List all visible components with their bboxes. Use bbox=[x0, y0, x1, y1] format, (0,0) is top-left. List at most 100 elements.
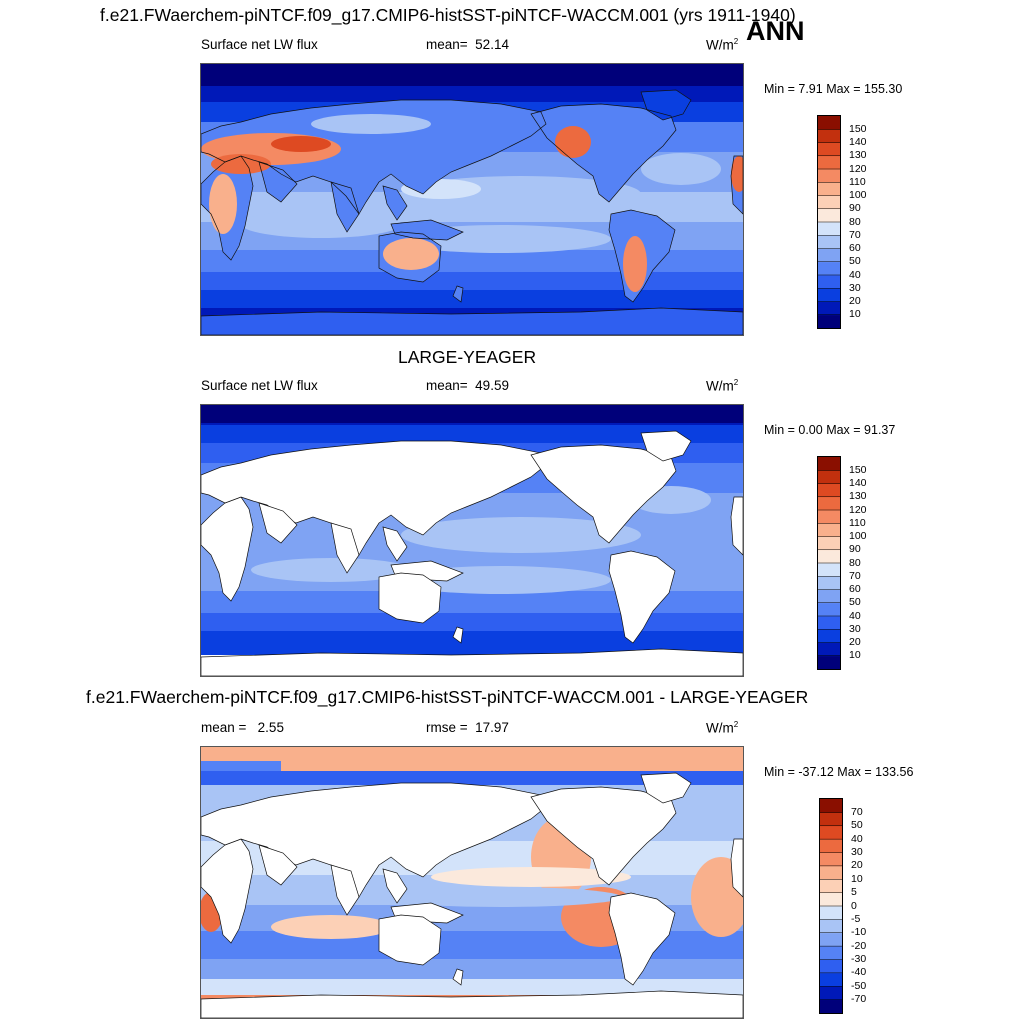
colorbar-swatch bbox=[818, 155, 840, 170]
colorbar-tick-label: 40 bbox=[851, 832, 863, 845]
panel3-map bbox=[200, 746, 744, 1019]
colorbar-swatch bbox=[818, 655, 840, 670]
land-india bbox=[330, 181, 360, 233]
colorbar-tick-label: -40 bbox=[851, 966, 867, 979]
colorbar-swatch bbox=[820, 799, 842, 813]
land-australia bbox=[378, 572, 442, 624]
contour-region bbox=[241, 210, 401, 238]
panel1-map bbox=[200, 63, 744, 336]
colorbar-tick-label: 140 bbox=[849, 477, 867, 489]
colorbar-tick-label: -20 bbox=[851, 939, 867, 952]
arctic-cold-patch bbox=[201, 761, 281, 771]
latitude-band bbox=[201, 747, 743, 771]
colorbar-swatch bbox=[818, 301, 840, 316]
colorbar-swatch bbox=[818, 195, 840, 210]
panel2-colorbar bbox=[817, 456, 841, 670]
colorbar-tick-label: 30 bbox=[849, 281, 861, 294]
colorbar-tick-label: 70 bbox=[851, 805, 863, 818]
land-india bbox=[331, 182, 359, 232]
land-northAm bbox=[530, 444, 677, 544]
panel1-mean: mean= 52.14 bbox=[426, 37, 509, 52]
contour-region bbox=[623, 236, 647, 292]
colorbar-tick-label: 10 bbox=[849, 649, 861, 662]
colorbar-swatch bbox=[818, 288, 840, 302]
latitude-band bbox=[201, 425, 743, 443]
contour-region bbox=[251, 558, 411, 582]
antarctica-fill bbox=[201, 308, 743, 335]
colorbar-tick-label: 70 bbox=[849, 228, 861, 241]
colorbar-swatch bbox=[818, 142, 840, 157]
colorbar-swatch bbox=[820, 999, 842, 1014]
colorbar-swatch bbox=[820, 946, 842, 960]
land-eurasia bbox=[201, 100, 546, 214]
contour-region bbox=[555, 126, 591, 158]
land-southAm bbox=[608, 209, 676, 303]
land-australia bbox=[378, 914, 442, 966]
mid-plot-title: LARGE-YEAGER bbox=[398, 347, 537, 367]
contour-region bbox=[401, 517, 641, 553]
colorbar-tick-label: 10 bbox=[849, 308, 861, 321]
panel3-units: W/m2 bbox=[706, 720, 739, 736]
colorbar-swatch bbox=[820, 812, 842, 827]
colorbar-swatch bbox=[818, 248, 840, 263]
contour-region bbox=[211, 154, 271, 174]
contour-region bbox=[209, 174, 237, 234]
colorbar-swatch bbox=[820, 972, 842, 987]
panel2-minmax: Min = 0.00 Max = 91.37 bbox=[764, 423, 896, 437]
land-antarctica bbox=[201, 990, 743, 1018]
land-greenland bbox=[640, 430, 692, 462]
colorbar-swatch bbox=[818, 576, 840, 590]
land-arabia bbox=[259, 162, 297, 202]
colorbar-tick-label: 20 bbox=[849, 295, 861, 307]
panel3-mean: mean = 2.55 bbox=[201, 720, 284, 735]
land-southAm bbox=[608, 550, 676, 644]
contour-region bbox=[641, 153, 721, 185]
land-northAm bbox=[530, 786, 677, 886]
panel2-mean: mean= 49.59 bbox=[426, 378, 509, 393]
colorbar-swatch bbox=[818, 642, 840, 657]
colorbar-tick-label: 130 bbox=[849, 490, 867, 503]
arctic-band bbox=[201, 405, 743, 423]
colorbar-tick-label: -5 bbox=[851, 912, 861, 925]
colorbar-tick-label: 110 bbox=[849, 175, 866, 188]
colorbar-swatch bbox=[818, 549, 840, 564]
colorbar-swatch bbox=[820, 892, 842, 907]
contour-region bbox=[691, 857, 743, 937]
colorbar-swatch bbox=[818, 483, 840, 498]
colorbar-tick-label: 10 bbox=[851, 872, 863, 885]
colorbar-tick-label: 150 bbox=[849, 122, 867, 135]
colorbar-swatch bbox=[818, 563, 840, 577]
panel2-map bbox=[200, 404, 744, 677]
latitude-band bbox=[201, 771, 743, 785]
colorbar-tick-label: -50 bbox=[851, 979, 867, 992]
land-india bbox=[330, 864, 360, 916]
land-indonesia bbox=[390, 219, 464, 241]
colorbar-tick-label: 90 bbox=[849, 543, 861, 556]
land-arabia bbox=[258, 502, 298, 544]
colorbar-swatch bbox=[818, 169, 840, 183]
colorbar-tick-label: 140 bbox=[849, 136, 867, 148]
latitude-band bbox=[201, 250, 743, 272]
land-antarctica bbox=[201, 648, 743, 676]
colorbar-tick-label: 50 bbox=[851, 819, 863, 832]
colorbar-swatch bbox=[818, 261, 840, 276]
colorbar-swatch bbox=[818, 314, 840, 329]
contour-region bbox=[383, 238, 439, 270]
latitude-band bbox=[201, 613, 743, 631]
land-arabia bbox=[258, 161, 298, 203]
colorbar-swatch bbox=[818, 496, 840, 511]
colorbar-tick-label: 20 bbox=[849, 636, 861, 648]
contour-region bbox=[731, 156, 743, 192]
colorbar-swatch bbox=[818, 470, 840, 484]
colorbar-swatch bbox=[818, 602, 840, 617]
colorbar-swatch bbox=[820, 879, 842, 894]
land-africaE bbox=[730, 838, 743, 898]
colorbar-tick-label: 60 bbox=[849, 583, 861, 595]
colorbar-swatch bbox=[818, 589, 840, 604]
contour-region bbox=[431, 867, 631, 887]
colorbar-swatch bbox=[820, 906, 842, 920]
land-seAsia bbox=[382, 868, 408, 904]
colorbar-swatch bbox=[820, 986, 842, 1001]
colorbar-tick-label: 30 bbox=[849, 622, 861, 635]
colorbar-tick-label: 40 bbox=[849, 268, 861, 281]
